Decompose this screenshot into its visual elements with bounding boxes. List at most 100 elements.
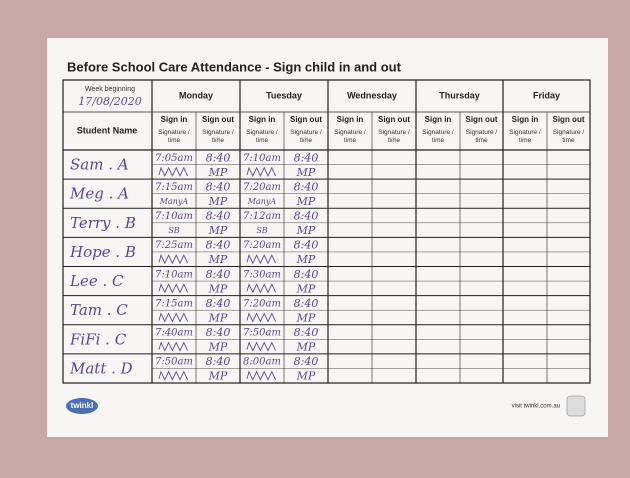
student-name: Hope . B	[69, 243, 136, 261]
sub-note: Signature / time	[422, 129, 454, 144]
sign-out-time: 8:40	[206, 297, 231, 310]
sign-in-signature: ManyA	[247, 197, 277, 206]
sign-out-time: 8:40	[206, 355, 231, 368]
sign-in-time: 7:15am	[155, 298, 193, 309]
sign-out-time: 8:40	[206, 180, 231, 193]
sub-note: Signature / time	[290, 129, 322, 144]
sign-in-time: 7:25am	[155, 240, 193, 251]
sign-out-signature: MP	[208, 195, 228, 208]
sign-out-signature: MP	[296, 224, 316, 237]
sign-out-time: 8:40	[206, 268, 231, 281]
sub-header: Sign in	[337, 115, 364, 124]
day-header: Tuesday	[266, 90, 302, 100]
logo: twinkl	[71, 401, 94, 410]
sign-in-time: 7:50am	[243, 328, 281, 339]
signature-scribble	[158, 370, 189, 381]
student-name: Tam . C	[70, 301, 128, 319]
sign-out-signature: MP	[208, 370, 228, 383]
student-name: Lee . C	[69, 272, 124, 290]
sign-out-signature: MP	[296, 166, 316, 179]
sign-out-signature: MP	[208, 224, 228, 237]
sign-in-time: 7:30am	[243, 269, 281, 280]
sub-header: Sign out	[290, 115, 322, 124]
sign-in-time: 7:20am	[243, 298, 281, 309]
sign-in-time: 7:05am	[155, 153, 193, 164]
signature-scribble	[158, 253, 189, 265]
student-name: FiFi . C	[69, 330, 127, 348]
day-header: Friday	[533, 90, 560, 100]
sign-in-time: 7:50am	[155, 357, 193, 368]
sub-note: Signature / time	[378, 129, 410, 144]
day-header: Monday	[179, 90, 213, 100]
badge	[566, 395, 586, 417]
sign-out-signature: MP	[296, 195, 316, 208]
signature-scribble	[246, 253, 277, 265]
sign-out-time: 8:40	[206, 326, 231, 339]
sign-in-time: 7:10am	[243, 153, 281, 164]
sub-note: Signature / time	[509, 129, 541, 144]
sign-in-time: 7:10am	[155, 211, 193, 222]
logo-badge	[66, 398, 98, 414]
signature-scribble	[158, 166, 189, 177]
student-name: Meg . A	[69, 185, 129, 203]
sub-header: Sign out	[378, 115, 410, 124]
sign-in-time: 8:00am	[243, 357, 281, 368]
sub-header: Sign out	[202, 115, 234, 124]
sign-in-signature: SB	[168, 226, 179, 235]
sign-in-time: 7:20am	[243, 240, 281, 251]
week-date: 17/08/2020	[78, 95, 141, 108]
sign-out-signature: MP	[208, 311, 228, 324]
sign-in-signature: ManyA	[159, 197, 189, 206]
sign-out-signature: MP	[296, 370, 316, 383]
week-label: Week beginning	[85, 86, 135, 93]
sign-in-time: 7:20am	[243, 182, 281, 193]
sign-out-signature: MP	[296, 311, 316, 324]
sign-out-time: 8:40	[206, 239, 231, 252]
sub-note: Signature / time	[158, 129, 190, 144]
sign-in-time: 7:15am	[155, 182, 193, 193]
table-border	[62, 79, 591, 384]
sub-note: Signature / time	[553, 129, 585, 144]
sign-out-time: 8:40	[294, 151, 319, 164]
sign-out-signature: MP	[208, 341, 228, 354]
sign-in-signature: SB	[256, 226, 267, 235]
sign-out-time: 8:40	[294, 239, 319, 252]
student-name: Matt . D	[69, 359, 133, 377]
sign-out-signature: MP	[208, 166, 228, 179]
sub-header: Sign in	[425, 115, 452, 124]
student-name: Sam . A	[70, 156, 129, 174]
sign-out-time: 8:40	[294, 180, 319, 193]
sign-out-time: 8:40	[294, 355, 319, 368]
student-header: Student Name	[77, 125, 138, 135]
sub-header: Sign in	[512, 115, 539, 124]
signature-scribble	[246, 341, 277, 352]
day-header: Wednesday	[347, 90, 397, 100]
sub-header: Sign in	[249, 115, 276, 124]
sign-in-time: 7:10am	[155, 269, 193, 280]
sign-out-time: 8:40	[294, 210, 319, 223]
sign-in-time: 7:40am	[155, 328, 193, 339]
sign-in-time: 7:12am	[243, 211, 281, 222]
sign-out-time: 8:40	[294, 326, 319, 339]
sub-note: Signature / time	[246, 129, 278, 144]
signature-scribble	[246, 312, 277, 323]
sub-header: Sign out	[466, 115, 498, 124]
sign-out-signature: MP	[208, 253, 228, 266]
student-name: Terry . B	[70, 214, 136, 232]
sub-note: Signature / time	[202, 129, 234, 144]
day-header: Thursday	[439, 90, 480, 100]
sign-out-time: 8:40	[206, 151, 231, 164]
footer-url: visit twinkl.com.au	[512, 404, 560, 410]
sign-out-signature: MP	[296, 282, 316, 295]
signature-scribble	[158, 341, 189, 352]
sub-note: Signature / time	[334, 129, 366, 144]
sub-header: Sign in	[161, 115, 188, 124]
signature-scribble	[246, 370, 277, 381]
signature-scribble	[158, 283, 189, 294]
sheet-title: Before School Care Attendance - Sign chi…	[67, 59, 402, 74]
signature-scribble	[246, 166, 277, 177]
sign-out-signature: MP	[208, 282, 228, 295]
sign-out-time: 8:40	[294, 297, 319, 310]
